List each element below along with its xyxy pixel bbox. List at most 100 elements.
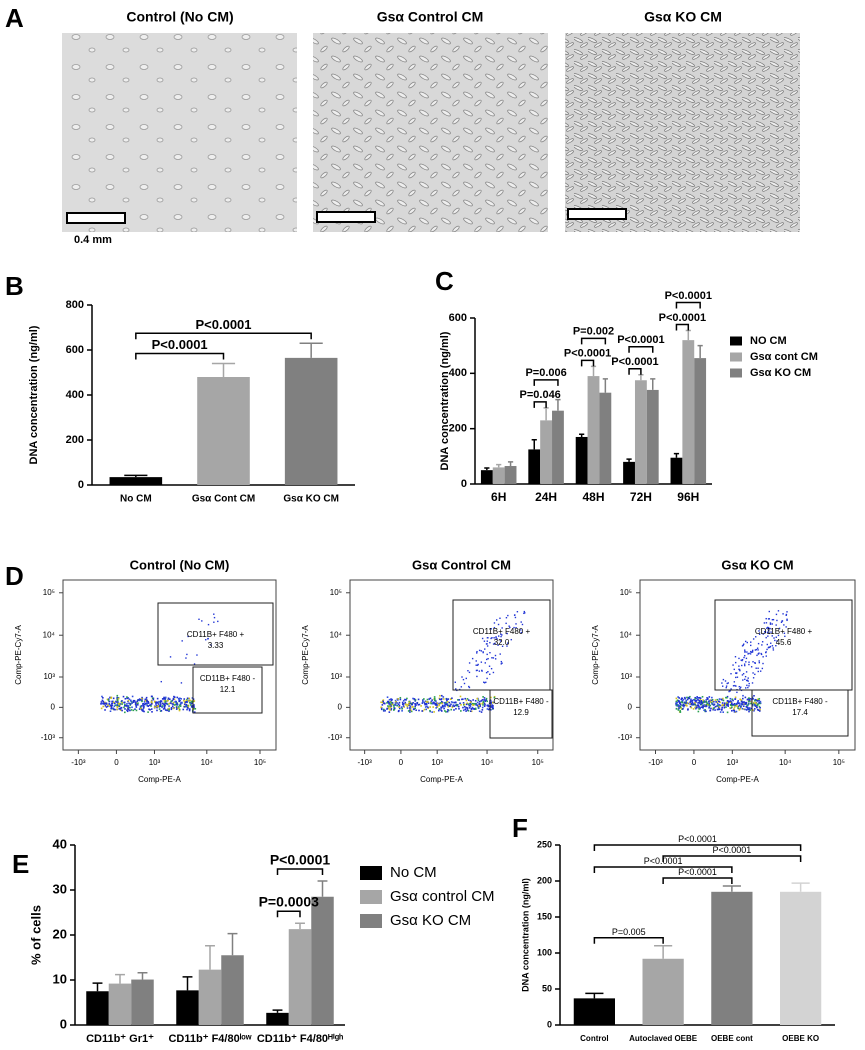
- event-dot: [434, 704, 437, 706]
- event-dot: [172, 698, 175, 701]
- event-dot: [395, 700, 397, 703]
- event-dot: [731, 706, 733, 709]
- event-dot: [755, 706, 758, 709]
- event-dot: [476, 701, 479, 704]
- event-dot: [723, 702, 726, 705]
- event-dot: [742, 697, 744, 700]
- event-dot: [128, 698, 131, 701]
- event-dot: [696, 704, 699, 707]
- significance-label: P<0.0001: [678, 834, 717, 844]
- event-dot: [433, 711, 435, 713]
- event-dot: [445, 703, 447, 705]
- event-dot: [380, 701, 382, 704]
- event-dot: [466, 698, 469, 700]
- event-dot: [414, 707, 417, 710]
- event-dot: [446, 699, 448, 702]
- event-dot: [741, 645, 744, 647]
- event-dot: [490, 708, 492, 711]
- event-dot: [694, 698, 697, 700]
- event-dot: [394, 702, 397, 704]
- event-dot: [772, 649, 775, 651]
- event-dot: [765, 651, 767, 653]
- gate-label: CD11B+ F480 +: [755, 627, 813, 636]
- event-dot: [712, 707, 715, 710]
- event-dot: [409, 708, 412, 710]
- event-dot: [753, 701, 755, 704]
- event-dot: [178, 704, 181, 706]
- event-dot: [126, 708, 129, 711]
- event-dot: [111, 700, 113, 703]
- event-dot: [722, 711, 725, 713]
- event-dot: [520, 629, 522, 631]
- significance-bracket: [662, 877, 733, 885]
- bar: [197, 377, 250, 485]
- event-dot: [521, 623, 524, 626]
- event-dot: [733, 681, 736, 683]
- event-dot: [122, 695, 125, 698]
- micrograph: [313, 33, 548, 232]
- event-dot: [780, 621, 783, 623]
- event-dot: [179, 699, 181, 702]
- event-dot: [727, 703, 729, 706]
- event-dot: [479, 704, 481, 707]
- event-dot: [718, 707, 720, 709]
- event-dot: [190, 700, 193, 703]
- event-dot: [172, 701, 175, 704]
- event-dot: [102, 700, 105, 703]
- event-dot: [739, 698, 742, 701]
- event-dot: [721, 682, 723, 684]
- event-dot: [783, 632, 786, 635]
- event-dot: [681, 699, 684, 702]
- event-dot: [785, 613, 788, 616]
- event-dot: [746, 684, 748, 687]
- event-dot: [402, 703, 404, 705]
- event-dot: [126, 710, 129, 713]
- event-dot: [185, 705, 188, 707]
- event-dot: [402, 703, 405, 705]
- event-dot: [730, 703, 733, 705]
- event-dot: [745, 661, 747, 663]
- event-dot: [495, 637, 497, 639]
- event-dot: [390, 707, 393, 710]
- event-dot: [477, 707, 480, 710]
- event-dot: [104, 705, 107, 707]
- event-dot: [764, 630, 766, 633]
- event-dot: [191, 705, 193, 707]
- event-dot: [742, 708, 745, 710]
- event-dot: [489, 641, 491, 644]
- event-dot: [697, 697, 699, 699]
- scale-label: 0.4 mm: [74, 234, 112, 246]
- event-dot: [430, 700, 433, 703]
- event-dot: [465, 706, 467, 709]
- event-dot: [704, 709, 706, 711]
- event-dot: [732, 703, 735, 706]
- event-dot: [432, 706, 435, 708]
- event-dot: [114, 704, 117, 707]
- event-dot: [506, 645, 508, 647]
- event-dot: [729, 690, 731, 692]
- event-dot: [481, 699, 484, 701]
- event-dot: [409, 705, 412, 708]
- event-dot: [175, 708, 178, 710]
- event-dot: [450, 698, 452, 700]
- event-dot: [455, 688, 457, 690]
- event-dot: [413, 708, 415, 711]
- event-dot: [154, 705, 156, 707]
- event-dot: [495, 636, 497, 638]
- significance-label: P<0.0001: [678, 867, 717, 877]
- event-dot: [476, 650, 478, 653]
- event-dot: [705, 699, 708, 701]
- event-dot: [757, 649, 759, 651]
- event-dot: [678, 700, 680, 703]
- event-dot: [391, 702, 394, 704]
- event-dot: [776, 619, 778, 622]
- event-dot: [156, 706, 158, 709]
- legend-label: Gsα cont CM: [750, 351, 818, 363]
- event-dot: [446, 710, 449, 713]
- event-dot: [760, 653, 763, 656]
- error-bar: [654, 945, 673, 959]
- event-dot: [102, 696, 104, 699]
- event-dot: [433, 701, 435, 704]
- gate-label: CD11B+ F480 +: [473, 627, 531, 636]
- event-dot: [137, 704, 139, 706]
